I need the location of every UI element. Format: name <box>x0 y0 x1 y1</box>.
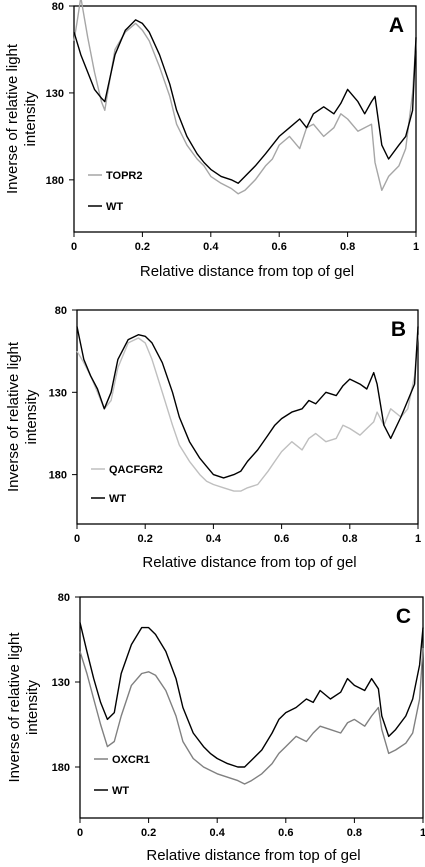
legend-label: WT <box>112 785 129 797</box>
x-tick-label: 0.2 <box>138 533 153 545</box>
x-tick-label: 0.8 <box>342 533 357 545</box>
x-tick-label: 0 <box>71 241 77 253</box>
plot-frame <box>73 5 417 233</box>
x-tick-label: 1 <box>415 533 421 545</box>
y-axis-label: intensity <box>24 679 41 735</box>
x-axis-label: Relative distance from top of gel <box>146 847 360 864</box>
legend-label: WT <box>109 493 126 505</box>
x-tick-label: 0.6 <box>274 533 289 545</box>
y-axis-label: intensity <box>22 91 39 147</box>
x-tick-label: 0.2 <box>135 241 150 253</box>
y-tick-label: 80 <box>52 1 64 13</box>
legend-label: WT <box>106 201 123 213</box>
series-line-oxcr1 <box>79 647 424 785</box>
y-tick-label: 180 <box>46 175 64 187</box>
y-axis-label: Inverse of relative light <box>6 632 23 783</box>
panel-letter: B <box>391 318 406 341</box>
y-tick-label: 80 <box>58 592 70 604</box>
x-tick-label: 0 <box>74 533 80 545</box>
plot-frame <box>79 596 424 819</box>
y-axis-label: intensity <box>23 389 40 445</box>
x-tick-label: 0.4 <box>210 827 226 839</box>
y-axis-label: Inverse of relative light <box>5 341 22 492</box>
x-axis-label: Relative distance from top of gel <box>142 554 356 571</box>
x-tick-label: 1 <box>420 827 425 839</box>
x-tick-label: 0.8 <box>340 241 355 253</box>
x-tick-label: 1 <box>413 241 419 253</box>
panel-letter: A <box>389 14 404 37</box>
panel-letter: C <box>396 605 411 628</box>
y-tick-label: 130 <box>46 88 64 100</box>
legend-label: OXCR1 <box>112 754 150 766</box>
legend-label: TOPR2 <box>106 170 142 182</box>
x-axis-label: Relative distance from top of gel <box>140 263 354 280</box>
series-line-wt <box>73 19 417 185</box>
y-tick-label: 180 <box>49 470 67 482</box>
x-tick-label: 0.2 <box>141 827 156 839</box>
series-line-qacfgr2 <box>76 334 419 492</box>
y-tick-label: 130 <box>52 677 70 689</box>
x-tick-label: 0.4 <box>206 533 222 545</box>
legend-label: QACFGR2 <box>109 464 163 476</box>
series-line-wt <box>79 622 424 768</box>
series-line-wt <box>76 326 419 479</box>
x-tick-label: 0 <box>77 827 83 839</box>
series-line-topr2 <box>73 0 417 195</box>
plot-frame <box>76 309 419 525</box>
x-tick-label: 0.6 <box>272 241 287 253</box>
y-axis-label: Inverse of relative light <box>4 43 21 194</box>
x-tick-label: 0.6 <box>278 827 293 839</box>
y-tick-label: 130 <box>49 387 67 399</box>
y-tick-label: 180 <box>52 762 70 774</box>
x-tick-label: 0.4 <box>203 241 219 253</box>
y-tick-label: 80 <box>55 305 67 317</box>
x-tick-label: 0.8 <box>347 827 362 839</box>
